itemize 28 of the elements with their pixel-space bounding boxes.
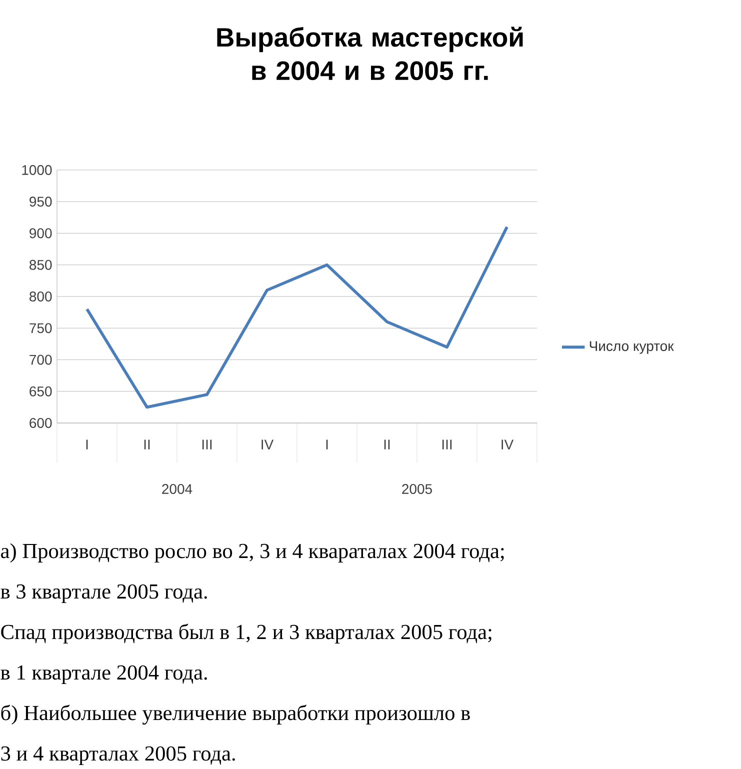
x-tick-label: I (326, 440, 328, 450)
y-tick-label: 950 (30, 196, 52, 207)
text: а) Производство росло во 2, 3 и 4 квараталах 2004 года; (1, 543, 504, 563)
legend-label: Число курток (590, 341, 674, 354)
x-tick-label: IV (262, 440, 274, 450)
y-tick-label: 750 (30, 323, 52, 334)
y-tick-label: 800 (30, 292, 52, 302)
text: б) Наибольшее увеличение выработки произошло в (1, 704, 470, 725)
text: в 1 квартале 2004 года. (0, 665, 207, 684)
x-tick-label: III (202, 440, 212, 450)
x-tick-label: II (384, 440, 390, 450)
y-tick-label: 900 (30, 228, 52, 238)
y-tick-label: 600 (30, 418, 52, 428)
x-tick-label: III (442, 440, 452, 450)
text: в 3 квартале 2005 года. (0, 584, 207, 604)
text: 2005 (402, 484, 432, 494)
text: Спад производства был в 1, 2 и 3 кварталах 2005 года; (1, 624, 492, 644)
x-tick-label: IV (502, 440, 514, 450)
x-tick-label: II (144, 440, 150, 450)
text: 3 и 4 кварталах 2005 года. (1, 746, 235, 766)
text: 2004 (162, 484, 192, 494)
y-tick-label: 700 (30, 354, 52, 365)
x-tick-label: I (86, 440, 88, 450)
y-tick-label: 850 (30, 260, 52, 270)
y-tick-label: 650 (30, 386, 52, 396)
line-series (86, 225, 508, 409)
y-tick-label: 1000 (22, 165, 52, 175)
chart-title: Выработка мастерской в 2004 и в 2005 гг. (217, 26, 523, 80)
